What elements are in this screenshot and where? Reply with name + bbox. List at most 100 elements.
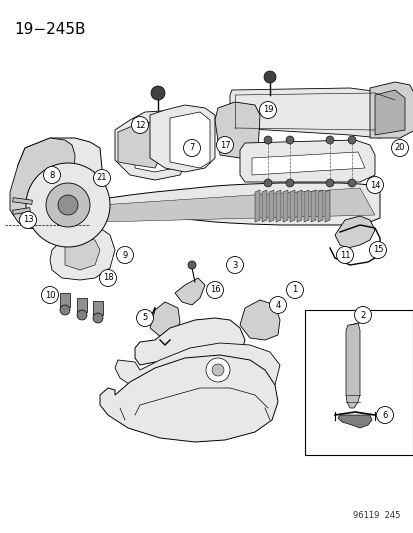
Polygon shape xyxy=(135,318,244,372)
Circle shape xyxy=(325,136,333,144)
Circle shape xyxy=(58,195,78,215)
Polygon shape xyxy=(118,122,158,168)
Text: 17: 17 xyxy=(219,141,230,149)
Polygon shape xyxy=(289,190,294,222)
Circle shape xyxy=(43,166,60,183)
Circle shape xyxy=(93,169,110,187)
Text: 8: 8 xyxy=(49,171,55,180)
Polygon shape xyxy=(10,138,75,230)
Text: 20: 20 xyxy=(394,143,404,152)
Text: 11: 11 xyxy=(339,251,349,260)
Circle shape xyxy=(336,246,353,263)
Circle shape xyxy=(269,296,286,313)
Text: 6: 6 xyxy=(381,410,387,419)
Polygon shape xyxy=(337,415,371,428)
Text: 7: 7 xyxy=(189,143,194,152)
Polygon shape xyxy=(374,90,404,135)
Circle shape xyxy=(354,306,370,324)
Polygon shape xyxy=(334,216,374,248)
Circle shape xyxy=(99,270,116,287)
Circle shape xyxy=(216,136,233,154)
Text: 19: 19 xyxy=(262,106,273,115)
Polygon shape xyxy=(18,138,105,230)
Text: 96119  245: 96119 245 xyxy=(352,511,399,520)
Circle shape xyxy=(369,241,386,259)
Circle shape xyxy=(116,246,133,263)
Circle shape xyxy=(263,179,271,187)
Circle shape xyxy=(226,256,243,273)
Polygon shape xyxy=(60,293,70,307)
Circle shape xyxy=(347,179,355,187)
Circle shape xyxy=(206,358,230,382)
Circle shape xyxy=(347,136,355,144)
Circle shape xyxy=(41,287,58,303)
Text: 5: 5 xyxy=(142,313,147,322)
Text: 2: 2 xyxy=(359,311,365,319)
Polygon shape xyxy=(252,152,364,175)
Text: 1: 1 xyxy=(292,286,297,295)
Text: 9: 9 xyxy=(122,251,127,260)
Circle shape xyxy=(19,212,36,229)
Polygon shape xyxy=(240,140,374,182)
Text: 4: 4 xyxy=(275,301,280,310)
Polygon shape xyxy=(261,190,266,222)
Polygon shape xyxy=(170,112,209,168)
Circle shape xyxy=(136,310,153,327)
Polygon shape xyxy=(93,301,103,315)
Polygon shape xyxy=(150,105,214,172)
Text: 18: 18 xyxy=(102,273,113,282)
Polygon shape xyxy=(268,190,273,222)
Circle shape xyxy=(259,101,276,118)
Polygon shape xyxy=(369,82,413,138)
Circle shape xyxy=(151,86,165,100)
Polygon shape xyxy=(50,228,115,280)
Circle shape xyxy=(206,281,223,298)
Polygon shape xyxy=(100,188,374,222)
FancyBboxPatch shape xyxy=(304,310,412,455)
Text: 15: 15 xyxy=(372,246,382,254)
Text: 16: 16 xyxy=(209,286,220,295)
Circle shape xyxy=(26,163,110,247)
Circle shape xyxy=(131,117,148,133)
Polygon shape xyxy=(275,190,280,222)
Text: 21: 21 xyxy=(97,174,107,182)
Circle shape xyxy=(325,179,333,187)
Polygon shape xyxy=(317,190,322,222)
Text: 10: 10 xyxy=(45,290,55,300)
Polygon shape xyxy=(303,190,308,222)
Polygon shape xyxy=(214,102,259,158)
Polygon shape xyxy=(115,110,185,180)
Circle shape xyxy=(93,313,103,323)
Circle shape xyxy=(211,364,223,376)
Polygon shape xyxy=(345,323,359,408)
Polygon shape xyxy=(150,302,180,338)
Polygon shape xyxy=(80,183,379,225)
Polygon shape xyxy=(115,343,279,408)
Circle shape xyxy=(263,71,275,83)
Circle shape xyxy=(391,140,408,157)
Polygon shape xyxy=(324,190,329,222)
Circle shape xyxy=(183,140,200,157)
Circle shape xyxy=(366,176,382,193)
Text: 12: 12 xyxy=(134,120,145,130)
Polygon shape xyxy=(175,278,204,305)
Circle shape xyxy=(286,281,303,298)
Text: 13: 13 xyxy=(23,215,33,224)
Polygon shape xyxy=(100,355,277,442)
Circle shape xyxy=(188,261,195,269)
Polygon shape xyxy=(135,120,175,172)
Circle shape xyxy=(285,179,293,187)
Circle shape xyxy=(263,136,271,144)
Polygon shape xyxy=(254,190,259,222)
Polygon shape xyxy=(230,88,394,138)
Polygon shape xyxy=(310,190,315,222)
Text: 14: 14 xyxy=(369,181,379,190)
Polygon shape xyxy=(240,300,279,340)
Text: 19−245B: 19−245B xyxy=(14,22,85,37)
Circle shape xyxy=(60,305,70,315)
Polygon shape xyxy=(77,298,87,312)
Polygon shape xyxy=(65,238,100,270)
Circle shape xyxy=(77,310,87,320)
Circle shape xyxy=(375,407,392,424)
Polygon shape xyxy=(282,190,287,222)
